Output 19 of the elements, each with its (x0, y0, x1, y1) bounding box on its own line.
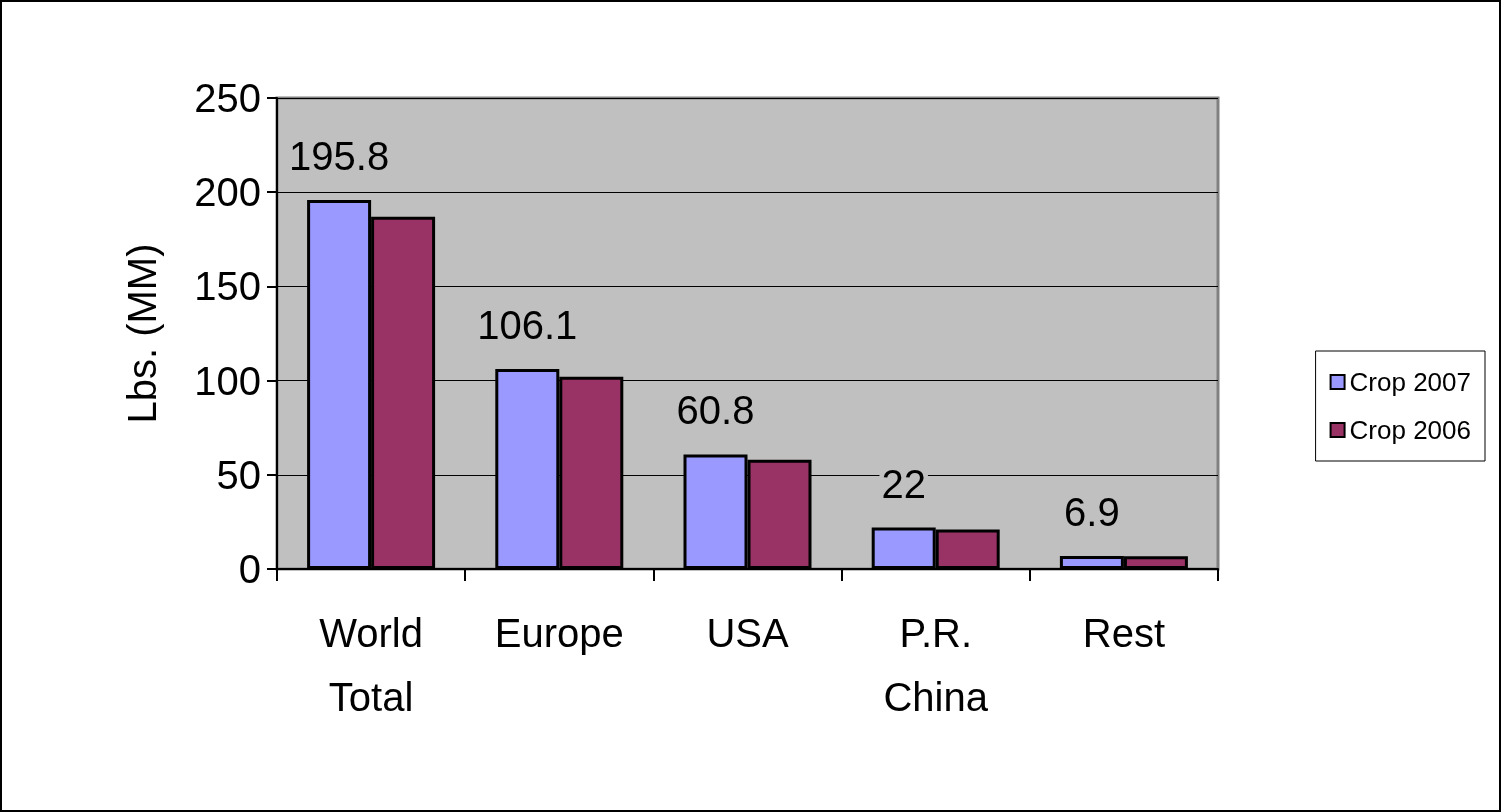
y-tick-label: 50 (216, 452, 261, 497)
x-tick-label: Europe (494, 611, 624, 655)
x-tick-label: World Total (319, 611, 423, 719)
data-label: 6.9 (1064, 490, 1120, 534)
legend-label: Crop 2006 (1349, 415, 1471, 445)
x-tick-label: P.R. China (883, 611, 989, 719)
legend-label: Crop 2007 (1349, 367, 1471, 397)
data-label: 195.8 (289, 134, 390, 179)
data-label: 22 (881, 461, 926, 506)
y-tick-label: 150 (194, 264, 261, 309)
y-tick-label: 200 (194, 170, 261, 215)
x-tick-label: Rest (1082, 611, 1166, 655)
data-label: 106.1 (477, 303, 578, 348)
y-tick-label: 0 (238, 547, 261, 591)
x-tick-label: USA (706, 611, 789, 655)
y-tick-label: 250 (194, 76, 261, 120)
data-label: 60.8 (676, 388, 755, 433)
y-tick-label: 100 (194, 358, 261, 403)
y-axis-title: Lbs. (MM) (120, 243, 164, 424)
